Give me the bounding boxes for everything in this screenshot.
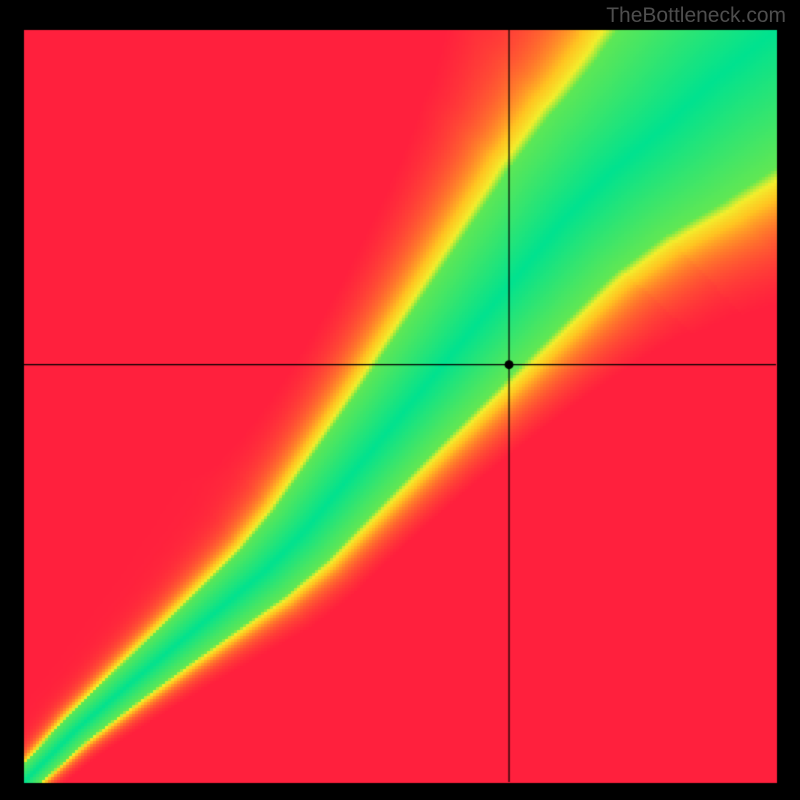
chart-container: TheBottleneck.com xyxy=(0,0,800,800)
heatmap-canvas xyxy=(0,0,800,800)
watermark-text: TheBottleneck.com xyxy=(606,4,786,28)
